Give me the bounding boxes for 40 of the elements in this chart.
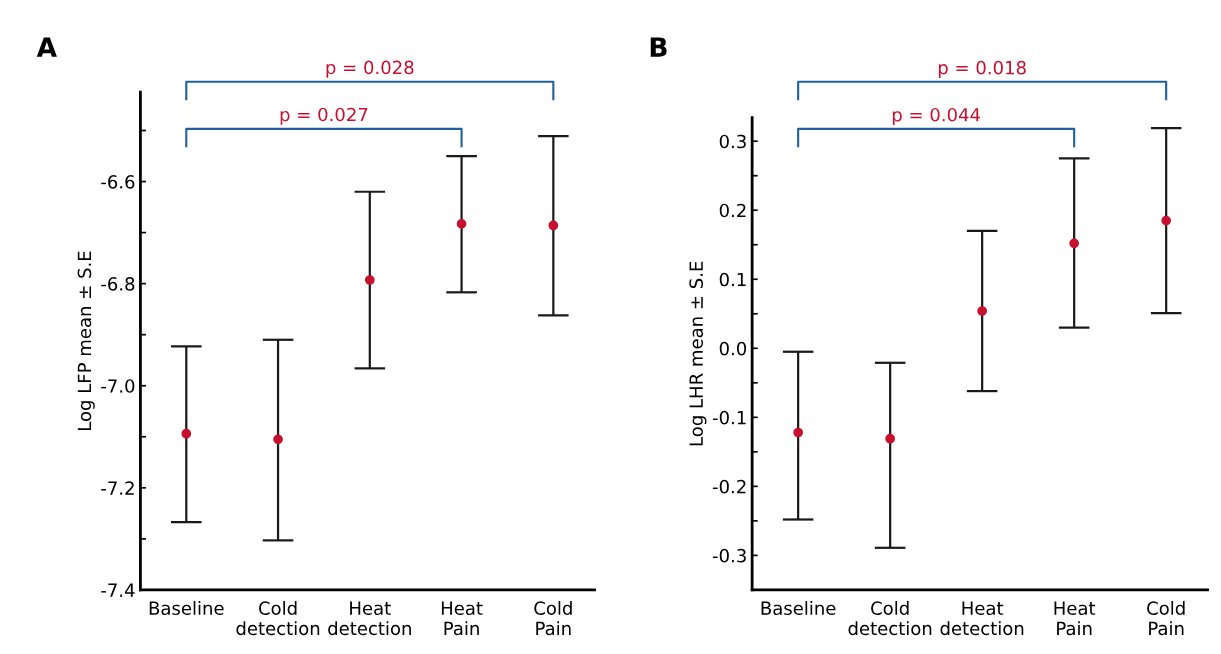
y-tick-label: 0.0 xyxy=(719,341,747,356)
x-tick-label: Baseline xyxy=(761,601,836,615)
x-tick-label: Heat detection xyxy=(940,601,1024,636)
annotation: p = 0.027 xyxy=(280,107,368,125)
y-axis-title: Log LFP mean ± S.E xyxy=(77,251,95,431)
point xyxy=(1161,215,1172,226)
chart-title: B xyxy=(650,37,667,57)
point xyxy=(548,220,559,231)
y-tick-label: -0.2 xyxy=(712,479,746,494)
y-tick-label: -0.1 xyxy=(712,410,746,425)
x-tick-label: Cold detection xyxy=(848,601,932,636)
x-tick-label: Cold Pain xyxy=(1147,601,1185,636)
point xyxy=(977,306,988,316)
y-tick-label: 0.3 xyxy=(719,134,746,149)
y-tick-label: -6.8 xyxy=(101,277,135,291)
y-tick-label: 0.2 xyxy=(719,203,746,218)
y-tick-label: -7.2 xyxy=(101,481,134,495)
chart-title: A xyxy=(36,37,57,57)
x-tick-label: Heat Pain xyxy=(441,601,483,636)
y-tick-label: -7.4 xyxy=(101,583,135,597)
x-tick-label: Heat Pain xyxy=(1054,601,1096,636)
x-tick-label: Cold detection xyxy=(236,601,320,636)
annotation: p = 0.044 xyxy=(892,107,981,126)
point xyxy=(273,434,283,445)
x-tick-label: Baseline xyxy=(149,601,224,615)
y-tick-label: -0.3 xyxy=(712,548,746,563)
point xyxy=(181,428,192,439)
point xyxy=(793,427,804,438)
point xyxy=(1069,238,1080,249)
y-tick-label: -6.6 xyxy=(101,175,135,189)
point xyxy=(885,433,896,444)
x-tick-label: Heat detection xyxy=(328,601,411,636)
text: p = 0.018 xyxy=(938,60,1026,78)
text: p = 0.028 xyxy=(326,60,414,78)
y-tick-label: -7.0 xyxy=(101,379,135,393)
x-tick-label: Cold Pain xyxy=(534,601,572,636)
y-tick-label: 0.1 xyxy=(719,272,746,287)
y-axis-title: Log LHR mean ± S.E xyxy=(689,261,707,446)
point xyxy=(456,219,467,229)
point xyxy=(364,275,375,285)
